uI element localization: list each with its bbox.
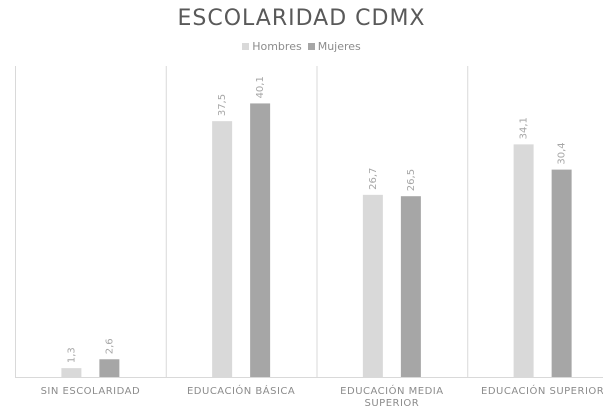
data-label-hombres: 34,1 xyxy=(519,117,530,139)
bar-hombres xyxy=(513,144,534,377)
bar-hombres xyxy=(212,121,233,378)
data-label-hombres: 1,3 xyxy=(66,347,77,363)
data-label-mujeres: 26,5 xyxy=(406,169,417,191)
chart-title: ESCOLARIDAD CDMX xyxy=(177,6,426,31)
x-tick-label: SUPERIOR xyxy=(365,398,420,406)
bar-mujeres xyxy=(551,169,572,377)
legend-label-mujeres: Mujeres xyxy=(317,40,361,53)
x-tick-label: SIN ESCOLARIDAD xyxy=(41,386,141,397)
bar-mujeres xyxy=(400,196,421,377)
data-label-hombres: 26,7 xyxy=(368,168,379,190)
legend-swatch-mujeres xyxy=(307,43,315,50)
legend-item-mujeres: Mujeres xyxy=(307,40,361,53)
data-label-mujeres: 30,4 xyxy=(557,142,568,164)
x-tick-label: EDUCACIÓN SUPERIOR xyxy=(481,384,603,397)
bar-mujeres xyxy=(250,103,271,377)
bar-mujeres xyxy=(99,359,120,377)
data-label-hombres: 37,5 xyxy=(217,94,228,116)
legend-label-hombres: Hombres xyxy=(252,40,302,53)
legend-item-hombres: Hombres xyxy=(242,40,302,53)
legend-swatch-hombres xyxy=(242,43,250,50)
data-label-mujeres: 40,1 xyxy=(255,76,266,98)
x-tick-label: EDUCACIÓN MEDIA xyxy=(340,384,443,397)
bar-hombres xyxy=(362,194,383,377)
bar-hombres xyxy=(61,368,82,377)
legend: Hombres Mujeres xyxy=(0,40,603,53)
data-label-mujeres: 2,6 xyxy=(104,338,115,354)
x-tick-label: EDUCACIÓN BÁSICA xyxy=(187,384,295,397)
